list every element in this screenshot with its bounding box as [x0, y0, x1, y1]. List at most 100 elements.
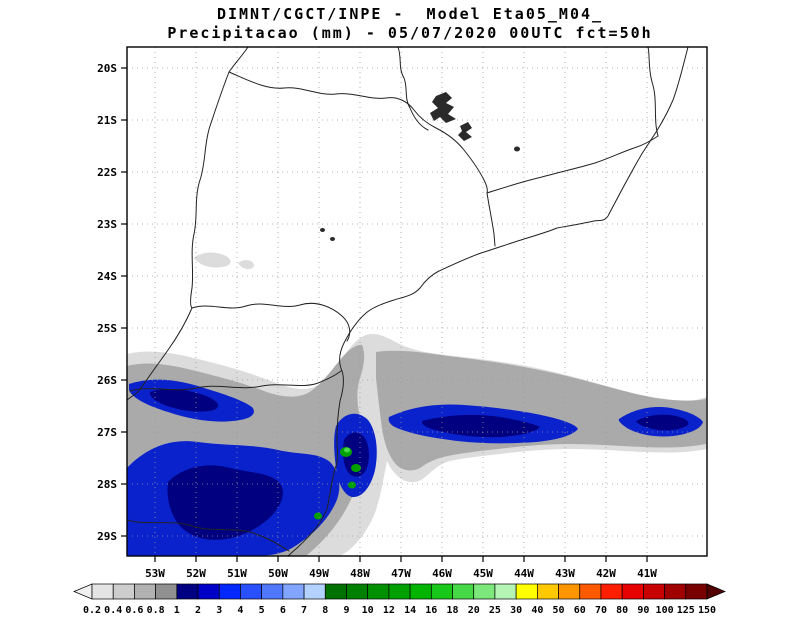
boundary-sp-rj-border: [486, 192, 496, 247]
lon-tick-label: 41W: [637, 567, 657, 580]
map-frame: [126, 46, 708, 557]
colorbar-value: 50: [553, 605, 565, 616]
colorbar-segment: [643, 583, 665, 600]
colorbar-segment: [112, 583, 135, 600]
title-line-1: DIMNT/CGCT/INPE - Model Eta05_M04_: [216, 5, 604, 23]
water-lake-1: [514, 146, 520, 152]
colorbar-value: 60: [574, 605, 586, 616]
lat-tick-label: 21S: [97, 114, 117, 127]
colorbar-value: 20: [468, 605, 480, 616]
colorbar-value: 8: [322, 605, 328, 616]
boundary-sc-rs-border: [126, 519, 290, 552]
colorbar-value: 25: [489, 605, 501, 616]
colorbar-value: 80: [616, 605, 628, 616]
boundary-parana-river-ms: [126, 71, 230, 401]
colorbar-segment: [558, 583, 581, 600]
colorbar-segment: [218, 583, 241, 600]
lon-tick-label: 44W: [514, 567, 534, 580]
lon-tick-label: 43W: [555, 567, 575, 580]
colorbar-value: 3: [216, 605, 222, 616]
colorbar-segment: [515, 583, 538, 600]
colorbar-value: 2: [195, 605, 201, 616]
colorbar-value: 0.6: [125, 605, 143, 616]
precip-patch-24s-509w: [238, 260, 254, 270]
colorbar-segment: [155, 583, 178, 600]
precip-green-max-3: [314, 512, 322, 520]
boundary-mg-es-border: [647, 46, 659, 137]
lon-tick-label: 48W: [350, 567, 370, 580]
colorbar-segment: [91, 583, 114, 600]
lon-tick-label: 46W: [432, 567, 452, 580]
colorbar-value: 40: [531, 605, 543, 616]
boundary-rio-grande-sp-mg: [228, 71, 488, 194]
colorbar-value: 9: [343, 605, 349, 616]
colorbar-value: 100: [656, 605, 674, 616]
colorbar-segment: [430, 583, 453, 600]
water-reservoir-2: [458, 122, 472, 141]
colorbar-segment: [664, 583, 687, 600]
colorbar-segment: [494, 583, 517, 600]
colorbar-value: 30: [510, 605, 522, 616]
lat-tick-label: 23S: [97, 218, 117, 231]
colorbar-arrow-left: [73, 583, 93, 600]
colorbar-segment: [473, 583, 496, 600]
colorbar-value: 7: [301, 605, 307, 616]
colorbar-segment: [303, 583, 326, 600]
title-line-2: Precipitacao (mm) - 05/07/2020 00UTC fct…: [167, 24, 653, 42]
lon-tick-label: 45W: [473, 567, 493, 580]
lat-tick-label: 27S: [97, 426, 117, 439]
colorbar-value: 90: [637, 605, 649, 616]
colorbar-segment: [685, 583, 708, 600]
colorbar-value: 0.4: [104, 605, 122, 616]
plot-titles: DIMNT/CGCT/INPE - Model Eta05_M04_ Preci…: [110, 5, 710, 43]
water-lake-3: [330, 237, 335, 241]
colorbar-segment: [388, 583, 411, 600]
colorbar-value: 18: [446, 605, 458, 616]
colorbar-segment: [579, 583, 602, 600]
colorbar-segment: [367, 583, 390, 600]
precip-patch-24s-515w: [194, 252, 231, 268]
lon-tick-label: 52W: [186, 567, 206, 580]
colorbar-segment: [282, 583, 305, 600]
colorbar-value: 1: [174, 605, 180, 616]
colorbar-segment: [452, 583, 475, 600]
lon-tick-label: 49W: [309, 567, 329, 580]
precip-green-max-2: [351, 464, 361, 472]
colorbar-value: 5: [259, 605, 265, 616]
colorbar-segment: [536, 583, 559, 600]
boundary-coastline: [287, 46, 689, 557]
lat-tick-label: 25S: [97, 322, 117, 335]
lon-tick-label: 47W: [391, 567, 411, 580]
colorbar-segment: [621, 583, 644, 600]
colorbar-value: 14: [404, 605, 416, 616]
lat-tick-label: 20S: [97, 62, 117, 75]
lat-tick-label: 26S: [97, 374, 117, 387]
boundary-pr-sc-border: [129, 370, 342, 392]
precip-green-max-4: [348, 481, 356, 489]
lon-tick-label: 51W: [227, 567, 247, 580]
colorbar-value: 0.2: [83, 605, 101, 616]
colorbar-segment: [240, 583, 263, 600]
precip-southern-core: [167, 465, 283, 540]
lon-tick-label: 42W: [596, 567, 616, 580]
boundary-river-north: [397, 46, 429, 131]
colorbar-segment: [409, 583, 432, 600]
colorbar-segment: [600, 583, 623, 600]
colorbar-value: 0.8: [147, 605, 165, 616]
boundary-mg-rj-border: [486, 135, 659, 194]
colorbar-value: 6: [280, 605, 286, 616]
boundary-paranaiba-river: [228, 46, 249, 73]
water-reservoir-1: [430, 92, 456, 123]
colorbar-value: 70: [595, 605, 607, 616]
lat-tick-label: 22S: [97, 166, 117, 179]
precip-band-core: [421, 414, 540, 438]
colorbar-value: 12: [383, 605, 395, 616]
lat-tick-label: 29S: [97, 530, 117, 543]
colorbar-value: 150: [698, 605, 716, 616]
precip-west-band-core: [149, 389, 219, 412]
precip-coastal-core: [343, 432, 369, 477]
colorbar-segment: [197, 583, 220, 600]
colorbar-segment: [134, 583, 156, 600]
